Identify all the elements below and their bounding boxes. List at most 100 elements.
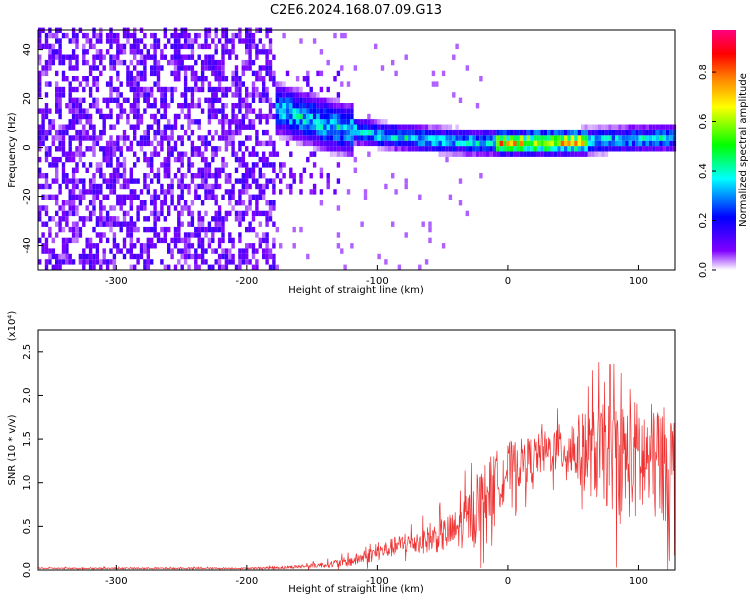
- heatmap-cell: [445, 146, 449, 152]
- heatmap-cell: [391, 146, 395, 152]
- heatmap-cell: [214, 146, 218, 152]
- heatmap-cell: [204, 173, 208, 179]
- heatmap-cell: [217, 183, 222, 190]
- heatmap-cell: [160, 259, 164, 265]
- heatmap-cell: [567, 129, 571, 136]
- heatmap-cell: [611, 135, 615, 141]
- heatmap-cell: [180, 151, 184, 157]
- heatmap-cell: [82, 54, 86, 60]
- heatmap-cell: [156, 65, 161, 71]
- heatmap-cell: [234, 76, 239, 82]
- heatmap-cell: [82, 151, 86, 157]
- heatmap-cell: [48, 49, 52, 55]
- heatmap-cell: [234, 178, 239, 184]
- heatmap-cell: [350, 108, 354, 114]
- colorbar-label: Normalized spectral amplitude: [738, 73, 749, 227]
- heatmap-cell: [336, 103, 341, 109]
- heatmap-cell: [431, 129, 436, 136]
- heatmap-cell: [187, 156, 191, 163]
- heatmap-cell: [78, 189, 83, 195]
- heatmap-cell: [560, 146, 565, 152]
- heatmap-cell: [228, 259, 232, 265]
- heatmap-cell: [78, 129, 83, 136]
- heatmap-cell: [224, 32, 229, 39]
- heatmap-cell: [424, 135, 429, 141]
- heatmap-cell: [173, 173, 178, 179]
- heatmap-cell: [282, 113, 286, 120]
- heatmap-cell: [394, 124, 398, 130]
- heatmap-cell: [58, 124, 62, 130]
- heatmap-cell: [326, 86, 330, 93]
- heatmap-cell: [105, 210, 110, 217]
- heatmap-cell: [251, 248, 256, 254]
- heatmap-cell: [519, 140, 524, 147]
- heatmap-cell: [183, 92, 188, 98]
- heatmap-cell: [268, 49, 273, 55]
- heatmap-cell: [92, 129, 96, 136]
- heatmap-cell: [180, 92, 184, 98]
- heatmap-cell: [360, 135, 364, 141]
- heatmap-cell: [119, 151, 123, 157]
- heatmap-cell: [248, 226, 252, 233]
- heatmap-cell: [329, 124, 334, 130]
- heatmap-cell: [221, 216, 225, 222]
- heatmap-cell: [285, 108, 290, 114]
- heatmap-cell: [133, 49, 137, 55]
- heatmap-cell: [299, 124, 303, 130]
- heatmap-cell: [479, 173, 483, 179]
- heatmap-cell: [662, 135, 666, 141]
- heatmap-cell: [136, 194, 140, 200]
- heatmap-cell: [611, 124, 615, 130]
- heatmap-cell: [177, 237, 181, 244]
- heatmap-cell: [241, 119, 245, 125]
- heatmap-cell: [506, 140, 510, 147]
- heatmap-cell: [557, 140, 561, 147]
- heatmap-cell: [183, 129, 188, 136]
- heatmap-cell: [170, 151, 174, 157]
- heatmap-cell: [262, 189, 266, 195]
- heatmap-cell: [190, 103, 195, 109]
- heatmap-cell: [268, 140, 273, 147]
- heatmap-cell: [214, 59, 218, 66]
- heatmap-cell: [245, 259, 249, 265]
- heatmap-cell: [336, 129, 341, 136]
- heatmap-cell: [241, 248, 245, 254]
- heatmap-cell: [139, 189, 144, 195]
- heatmap-cell: [574, 146, 578, 152]
- heatmap-cell: [306, 108, 310, 114]
- heatmap-cell: [146, 103, 150, 109]
- heatmap-cell: [71, 259, 76, 265]
- heatmap-cell: [455, 43, 459, 50]
- heatmap-cell: [99, 38, 103, 44]
- heatmap-cell: [421, 124, 425, 130]
- heatmap-cell: [156, 81, 161, 87]
- heatmap-cell: [608, 135, 612, 141]
- heatmap-cell: [136, 259, 140, 265]
- heatmap-cell: [550, 140, 554, 147]
- heatmap-cell: [78, 113, 83, 120]
- heatmap-cell: [153, 54, 157, 60]
- heatmap-cell: [88, 65, 93, 71]
- heatmap-cell: [65, 216, 69, 222]
- heatmap-cell: [380, 129, 385, 136]
- heatmap-cell: [156, 76, 161, 82]
- heatmap-cell: [231, 103, 235, 109]
- heatmap-cell: [618, 135, 622, 141]
- heatmap-cell: [669, 135, 673, 141]
- heatmap-cell: [112, 173, 117, 179]
- heatmap-cell: [112, 151, 117, 157]
- heatmap-cell: [160, 205, 164, 211]
- heatmap-cell: [268, 248, 273, 254]
- heatmap-cell: [214, 65, 218, 71]
- heatmap-cell: [228, 119, 232, 125]
- heatmap-cell: [519, 151, 524, 157]
- heatmap-cell: [143, 108, 147, 114]
- heatmap-cell: [411, 124, 415, 130]
- heatmap-cell: [340, 103, 344, 109]
- heatmap-cell: [143, 248, 147, 254]
- heatmap-cell: [38, 59, 42, 66]
- heatmap-cell: [255, 200, 259, 206]
- heatmap-cell: [648, 146, 653, 152]
- heatmap-cell: [173, 86, 178, 93]
